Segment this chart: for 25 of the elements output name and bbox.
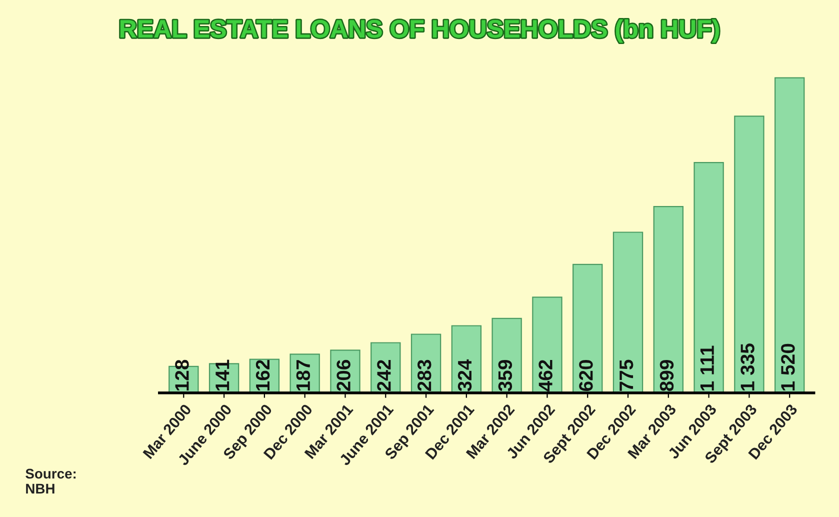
data-label: 141 [216, 360, 230, 390]
bar [532, 296, 562, 393]
data-label: 206 [336, 360, 350, 391]
data-label: 775 [620, 360, 634, 391]
source-note: Source: NBH [26, 468, 76, 494]
data-label: 359 [498, 360, 512, 392]
bar [653, 206, 684, 393]
bar [774, 77, 805, 393]
data-label: 324 [458, 359, 472, 392]
bar [694, 162, 724, 393]
data-label: 283 [417, 360, 432, 391]
data-label: 128 [175, 360, 189, 390]
data-label: 1 335 [740, 344, 754, 390]
data-label: 242 [377, 360, 391, 391]
data-label: 899 [660, 360, 674, 392]
data-label: 620 [579, 360, 593, 391]
data-label: 187 [296, 360, 310, 390]
bar [572, 264, 603, 393]
bar [734, 116, 764, 393]
data-label: 462 [538, 360, 552, 392]
data-label: 1 520 [781, 344, 795, 390]
data-label: 1 111 [700, 346, 714, 390]
chart-title: REAL ESTATE LOANS OF HOUSEHOLDS (bn HUF) [120, 19, 719, 43]
bar [612, 232, 644, 393]
data-label: 162 [256, 360, 270, 390]
